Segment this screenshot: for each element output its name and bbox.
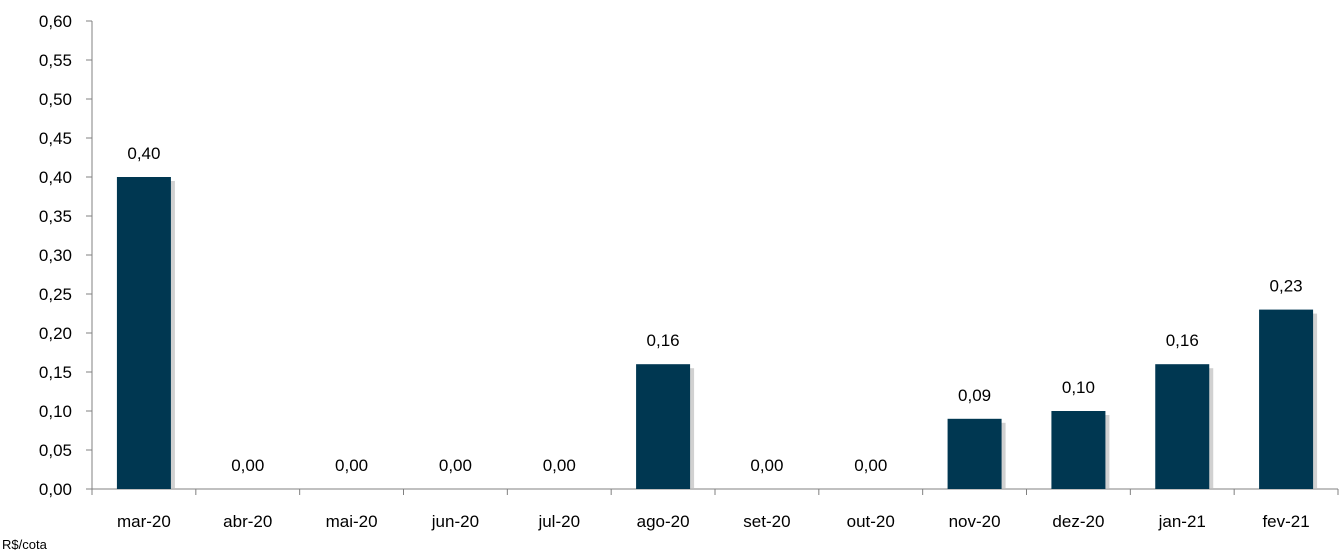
y-tick-label: 0,15 (39, 363, 72, 382)
y-tick-label: 0,45 (39, 129, 72, 148)
bar-value-label: 0,40 (127, 144, 160, 163)
x-category-label: abr-20 (223, 512, 272, 531)
y-tick-label: 0,25 (39, 285, 72, 304)
bar-value-label: 0,16 (1166, 331, 1199, 350)
x-category-label: jul-20 (537, 512, 580, 531)
y-tick-label: 0,10 (39, 402, 72, 421)
y-tick-label: 0,20 (39, 324, 72, 343)
x-axis: mar-20 abr-20 mai-20 jun-20 jul-20 ago-20 set-… (91, 488, 1339, 531)
bar-value-label: 0,23 (1270, 277, 1303, 296)
bar (116, 177, 171, 489)
x-category-label: fev-21 (1262, 512, 1309, 531)
bar-value-label: 0,00 (439, 456, 472, 475)
x-category-label: nov-20 (949, 512, 1001, 531)
bar-value-label: 0,16 (647, 331, 680, 350)
x-category-label: mai-20 (326, 512, 378, 531)
y-tick-label: 0,60 (39, 12, 72, 31)
bar (947, 418, 1002, 489)
x-category-label: jan-21 (1158, 512, 1206, 531)
bar-value-label: 0,10 (1062, 378, 1095, 397)
bar-value-label: 0,00 (750, 456, 783, 475)
unit-note: R$/cota (2, 537, 47, 552)
bar-value-label: 0,09 (958, 386, 991, 405)
bar-value-label: 0,00 (854, 456, 887, 475)
x-category-label: ago-20 (637, 512, 690, 531)
x-category-label: mar-20 (117, 512, 171, 531)
bar (1155, 364, 1210, 489)
bar (1259, 309, 1314, 489)
y-tick-label: 0,35 (39, 207, 72, 226)
y-tick-label: 0,50 (39, 90, 72, 109)
y-tick-label: 0,40 (39, 168, 72, 187)
bar (1051, 411, 1106, 489)
x-category-label: set-20 (743, 512, 790, 531)
y-tick-label: 0,05 (39, 441, 72, 460)
x-category-label: out-20 (847, 512, 895, 531)
y-tick-label: 0,55 (39, 51, 72, 70)
x-category-label: jun-20 (431, 512, 479, 531)
bar-value-label: 0,00 (543, 456, 576, 475)
y-tick-label: 0,00 (39, 480, 72, 499)
bar-value-label: 0,00 (335, 456, 368, 475)
bars (116, 177, 1318, 489)
data-labels: 0,40 0,00 0,00 0,00 0,00 0,16 0,00 0,00 0,09 0,10… (127, 144, 1302, 475)
y-tick-label: 0,30 (39, 246, 72, 265)
x-category-label: dez-20 (1052, 512, 1104, 531)
bar (636, 364, 691, 489)
bar-value-label: 0,00 (231, 456, 264, 475)
y-axis: 0,00 0,05 0,10 0,15 0,20 0,25 0,30 0,35 0,40 0,45… (39, 12, 93, 499)
